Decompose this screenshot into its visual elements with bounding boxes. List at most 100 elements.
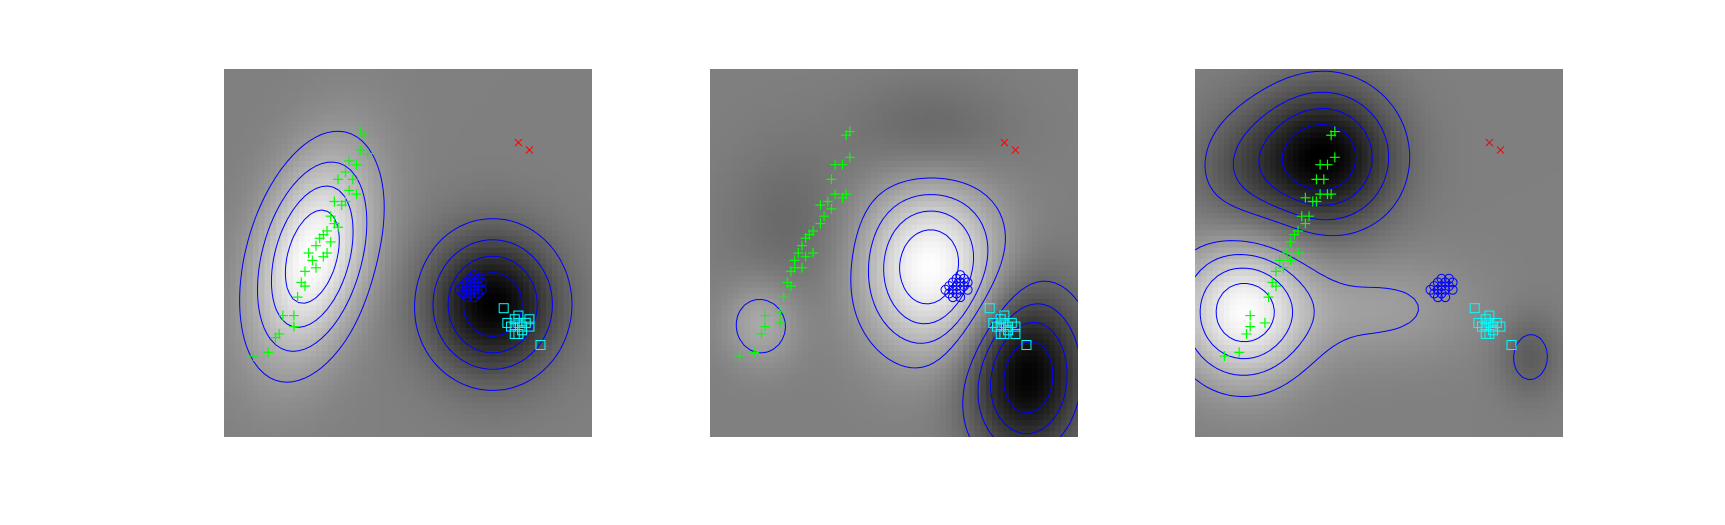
field-cell [287, 379, 294, 386]
field-cell [252, 103, 260, 110]
field-cell [905, 138, 912, 145]
field-cell [551, 69, 559, 76]
field-cell [241, 281, 248, 289]
field-cell [281, 253, 288, 260]
field-cell [390, 207, 398, 214]
field-cell [802, 103, 809, 110]
field-cell [402, 258, 409, 266]
field-cell [448, 396, 455, 404]
field-cell [951, 97, 958, 105]
field-cell [540, 155, 547, 162]
field-cell [356, 138, 363, 145]
field-cell [356, 126, 363, 133]
field-cell [310, 408, 317, 415]
field-cell [848, 115, 855, 122]
field-cell [316, 373, 323, 381]
point-square [524, 321, 535, 332]
field-cell [298, 161, 306, 168]
field-cell [224, 80, 231, 87]
field-cell [488, 103, 495, 110]
field-cell [454, 345, 461, 352]
field-cell [356, 316, 363, 323]
field-cell [569, 195, 576, 202]
field-cell [241, 345, 248, 352]
field-cell [293, 143, 300, 151]
field-cell [551, 419, 559, 427]
field-cell [367, 74, 375, 82]
field-cell [563, 310, 570, 317]
field-cell [917, 97, 924, 105]
field-cell [500, 224, 507, 231]
field-cell [448, 138, 455, 145]
field-cell [396, 276, 403, 283]
point-plus [325, 211, 336, 222]
field-cell [842, 86, 849, 93]
field-cell [922, 80, 930, 87]
field-cell [425, 270, 432, 277]
field-cell [517, 276, 524, 283]
field-cell [968, 109, 976, 116]
field-cell [436, 195, 444, 202]
field-cell [465, 425, 472, 432]
field-cell [471, 103, 478, 110]
field-cell [264, 402, 271, 409]
field-cell [580, 161, 587, 168]
field-cell [715, 115, 723, 122]
field-cell [431, 339, 438, 346]
field-cell [275, 276, 283, 283]
field-cell [465, 322, 472, 329]
field-cell [1003, 120, 1010, 128]
field-cell [459, 69, 467, 76]
field-cell [580, 189, 587, 197]
field-cell [922, 126, 930, 133]
field-cell [316, 281, 323, 289]
field-cell [333, 92, 340, 99]
field-cell [373, 414, 380, 421]
field-cell [287, 184, 294, 191]
field-cell [350, 138, 357, 145]
field-cell [574, 356, 582, 363]
field-cell [339, 166, 346, 174]
field-cell [1009, 74, 1016, 82]
field-cell [379, 166, 386, 174]
field-cell [986, 92, 993, 99]
field-cell [419, 339, 426, 346]
field-cell [241, 155, 248, 162]
field-cell [385, 281, 392, 289]
field-cell [871, 92, 878, 99]
field-cell [888, 132, 895, 139]
point-plus [333, 222, 344, 233]
field-cell [264, 373, 271, 381]
field-cell [557, 241, 564, 248]
field-cell [528, 97, 536, 105]
field-cell [454, 368, 461, 375]
field-cell [442, 115, 449, 122]
field-cell [471, 224, 478, 231]
field-cell [1060, 74, 1068, 82]
field-cell [419, 396, 426, 404]
field-cell [477, 80, 484, 87]
field-cell [224, 253, 231, 260]
field-cell [321, 304, 329, 312]
field-cell [848, 109, 855, 116]
field-cell [379, 316, 386, 323]
field-cell [750, 74, 757, 82]
field-cell [298, 115, 306, 122]
field-cell [402, 69, 409, 76]
field-cell [264, 207, 271, 214]
field-cell [264, 161, 271, 168]
field-cell [344, 230, 352, 237]
field-cell [1020, 132, 1027, 139]
field-cell [557, 339, 564, 346]
field-cell [270, 120, 277, 128]
field-cell [339, 86, 346, 93]
field-cell [321, 201, 329, 208]
field-cell [362, 379, 369, 386]
field-cell [773, 69, 780, 76]
field-cell [373, 138, 380, 145]
field-cell [350, 402, 357, 409]
field-cell [316, 86, 323, 93]
field-cell [310, 178, 317, 185]
field-cell [339, 235, 346, 243]
field-cell [842, 138, 849, 145]
